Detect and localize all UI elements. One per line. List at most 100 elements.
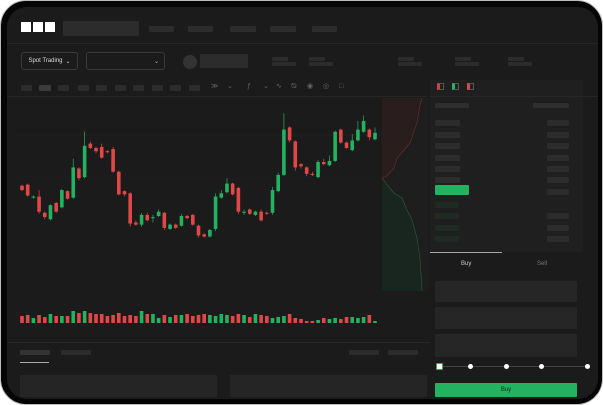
candle-up <box>270 190 275 213</box>
stat-label <box>455 57 471 61</box>
candle-up <box>151 217 155 219</box>
amount-input[interactable] <box>435 307 577 329</box>
total-input[interactable] <box>435 334 577 357</box>
candle-down <box>173 224 178 228</box>
filter-button[interactable] <box>388 350 418 355</box>
chevron-down-icon[interactable]: ⌄ <box>227 83 233 90</box>
candle-up <box>179 216 184 226</box>
ruler-icon[interactable]: ⦰ <box>291 83 297 90</box>
last-price <box>435 185 469 195</box>
candle-down <box>162 212 167 228</box>
bid-amount <box>547 225 569 231</box>
volume-bar <box>367 315 372 323</box>
interval-button[interactable] <box>189 85 200 91</box>
stat-label <box>508 57 524 61</box>
candle-down <box>310 173 315 175</box>
candle-up <box>242 211 246 213</box>
candle-up <box>276 174 281 192</box>
candle-down <box>191 214 195 225</box>
orderbook-bids-icon[interactable] <box>452 83 459 90</box>
bid-price <box>435 202 459 208</box>
candle-up <box>356 129 360 141</box>
candle-up <box>213 196 218 229</box>
stat-label <box>309 57 325 61</box>
nav-item[interactable] <box>149 26 174 32</box>
nav-item[interactable] <box>270 26 296 32</box>
interval-button[interactable] <box>170 85 181 91</box>
candle-down <box>202 234 206 237</box>
candle-type-icon[interactable]: ≫ <box>211 83 219 90</box>
stat-label <box>398 57 414 61</box>
volume-bar <box>373 321 377 323</box>
spot-trading-dropdown[interactable]: Spot Trading ⌄ <box>21 52 78 70</box>
candle-up <box>208 230 212 237</box>
volume-bar <box>282 316 286 323</box>
volume-bar <box>259 315 263 323</box>
candle-down <box>20 185 24 191</box>
nav-item[interactable] <box>312 26 337 32</box>
fullscreen-icon[interactable]: □ <box>339 83 344 90</box>
candle-down <box>196 225 201 236</box>
volume-bar <box>111 315 115 323</box>
line-icon[interactable]: ∿ <box>276 83 282 90</box>
candle-down <box>134 222 138 225</box>
divider <box>430 96 598 97</box>
slider-mark-100[interactable] <box>585 364 590 369</box>
orders-panel <box>20 375 217 397</box>
candle-down <box>247 209 252 214</box>
interval-button[interactable] <box>96 85 107 91</box>
tab-buy[interactable]: Buy <box>461 261 472 267</box>
settings-icon[interactable]: ◎ <box>323 83 330 90</box>
volume-bar <box>105 316 110 323</box>
candle-up <box>327 160 332 166</box>
volume-bar <box>168 317 172 323</box>
volume-bar <box>242 315 246 323</box>
price-input[interactable] <box>435 281 577 302</box>
slider-handle[interactable] <box>436 363 443 370</box>
chevron-down-icon[interactable]: ⌄ <box>263 83 269 90</box>
search-bar[interactable] <box>63 21 139 36</box>
nav-item[interactable] <box>188 26 213 32</box>
filter-button[interactable] <box>349 350 379 355</box>
interval-button[interactable] <box>78 85 89 91</box>
slider-mark-25[interactable] <box>468 364 473 369</box>
okx-logo[interactable] <box>21 22 57 34</box>
candle-up <box>139 214 144 225</box>
tab-sell[interactable]: Sell <box>537 261 548 267</box>
candle-down <box>259 211 263 221</box>
stat-value <box>455 62 479 66</box>
tab-open-orders[interactable] <box>20 350 50 355</box>
interval-button[interactable] <box>21 85 32 91</box>
interval-button[interactable] <box>58 85 69 91</box>
interval-button[interactable] <box>115 85 126 91</box>
bid-amount <box>547 213 569 219</box>
pair-select[interactable]: ⌄ <box>86 52 165 70</box>
candle-down <box>185 216 189 219</box>
volume-bar <box>270 318 275 323</box>
candle-down <box>321 162 326 165</box>
interval-button[interactable] <box>39 85 51 91</box>
interval-button[interactable] <box>133 85 144 91</box>
indicator-icon[interactable]: ƒ <box>247 83 251 90</box>
stat-value <box>398 62 422 66</box>
volume-bar <box>139 311 144 323</box>
orderbook-both-icon[interactable] <box>437 83 444 90</box>
interval-button[interactable] <box>152 85 163 91</box>
ask-price <box>435 166 460 172</box>
candlestick-chart[interactable] <box>16 98 382 323</box>
nav-item[interactable] <box>230 26 256 32</box>
volume-bar <box>321 318 326 323</box>
camera-icon[interactable]: ◉ <box>307 83 314 90</box>
candle-up <box>225 183 229 193</box>
tab-order-history[interactable] <box>61 350 91 355</box>
slider-mark-50[interactable] <box>504 364 509 369</box>
orderbook-asks-icon[interactable] <box>467 83 474 90</box>
candle-up <box>156 211 161 216</box>
divider <box>7 43 598 44</box>
slider-mark-75[interactable] <box>539 364 544 369</box>
volume-bar <box>65 316 70 323</box>
slider-track[interactable] <box>439 366 589 367</box>
buy-button[interactable]: Buy <box>435 383 577 397</box>
volume-bar <box>179 315 184 323</box>
candle-down <box>94 147 98 152</box>
